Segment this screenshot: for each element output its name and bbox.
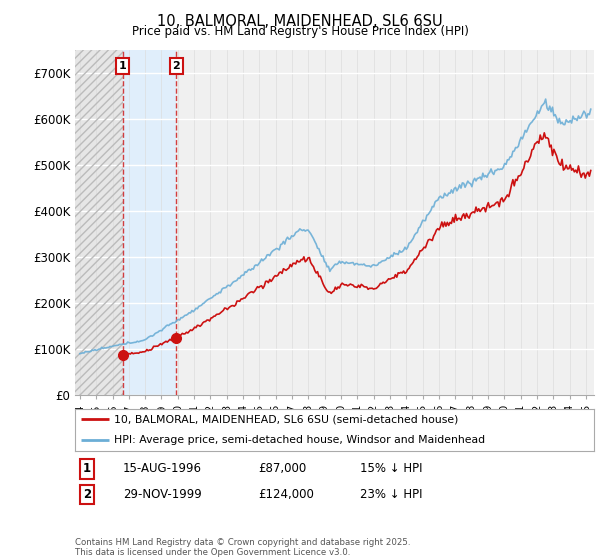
Text: Contains HM Land Registry data © Crown copyright and database right 2025.
This d: Contains HM Land Registry data © Crown c… [75, 538, 410, 557]
Text: 23% ↓ HPI: 23% ↓ HPI [360, 488, 422, 501]
Text: 29-NOV-1999: 29-NOV-1999 [123, 488, 202, 501]
Text: 2: 2 [172, 61, 180, 71]
Text: 15% ↓ HPI: 15% ↓ HPI [360, 462, 422, 475]
Text: 10, BALMORAL, MAIDENHEAD, SL6 6SU: 10, BALMORAL, MAIDENHEAD, SL6 6SU [157, 14, 443, 29]
Text: 2: 2 [83, 488, 91, 501]
Text: 1: 1 [119, 61, 127, 71]
Text: 10, BALMORAL, MAIDENHEAD, SL6 6SU (semi-detached house): 10, BALMORAL, MAIDENHEAD, SL6 6SU (semi-… [114, 414, 458, 424]
Text: £87,000: £87,000 [258, 462, 306, 475]
Text: £124,000: £124,000 [258, 488, 314, 501]
Text: Price paid vs. HM Land Registry's House Price Index (HPI): Price paid vs. HM Land Registry's House … [131, 25, 469, 38]
Text: 15-AUG-1996: 15-AUG-1996 [123, 462, 202, 475]
Bar [122, 50, 176, 395]
Text: 1: 1 [83, 462, 91, 475]
Text: HPI: Average price, semi-detached house, Windsor and Maidenhead: HPI: Average price, semi-detached house,… [114, 435, 485, 445]
Bar [75, 50, 122, 395]
Bar [75, 50, 122, 395]
